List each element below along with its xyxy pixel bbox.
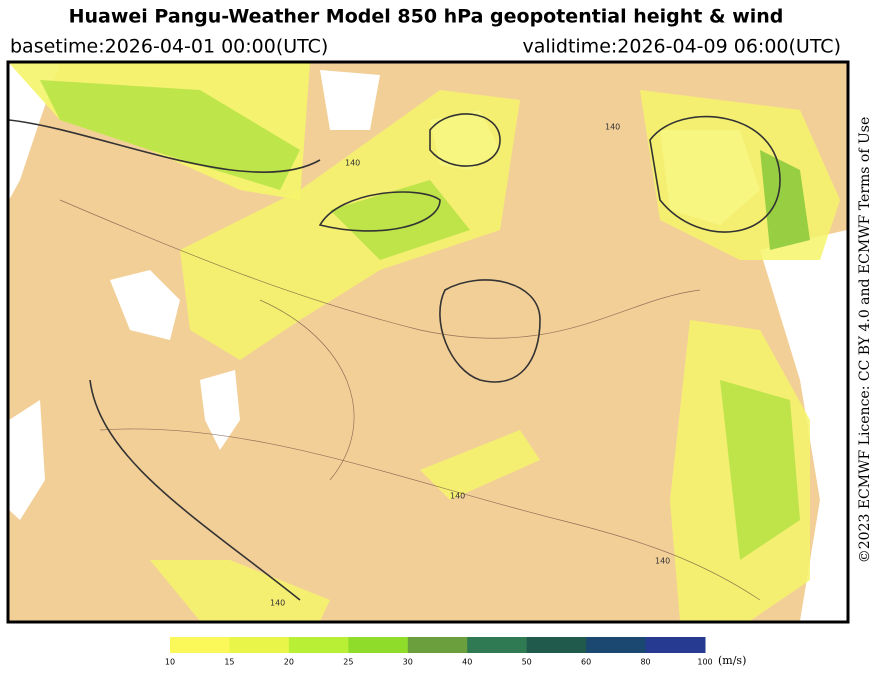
colorbar-unit: (m/s) — [718, 654, 746, 667]
colorbar-tick-label: 30 — [403, 658, 413, 667]
sea — [200, 370, 240, 450]
contour — [318, 191, 441, 232]
map-frame — [6, 60, 850, 624]
colorbar-segment — [170, 637, 230, 653]
wind-band — [420, 430, 540, 500]
colorbar-tick-label: 100 — [697, 658, 712, 667]
colorbar-tick-label: 20 — [284, 658, 294, 667]
colorbar-segment — [586, 637, 647, 653]
colorbar-tick-label: 80 — [640, 658, 650, 667]
contour — [649, 115, 781, 233]
contour-label: 140 — [655, 557, 670, 566]
colorbar-tick-label: 15 — [224, 658, 234, 667]
contour-label: 140 — [605, 123, 620, 132]
colorbar-tick-label: 50 — [522, 658, 532, 667]
wind-band — [150, 560, 330, 621]
basetime: basetime:2026-04-01 00:00(UTC) — [10, 36, 328, 58]
map: 140 140 140 140 140 — [6, 60, 850, 624]
contour — [9, 119, 321, 174]
contour-label: 140 — [270, 599, 285, 608]
wind-band — [40, 80, 300, 190]
contour — [259, 299, 355, 481]
licence: ©2023 ECMWF Licence: CC BY 4.0 and ECMWF… — [857, 117, 870, 564]
contour-label: 140 — [345, 159, 360, 168]
wind-band — [720, 380, 800, 560]
contour-label: 140 — [450, 492, 465, 501]
contour — [59, 199, 701, 339]
wind-band — [330, 180, 470, 260]
contour — [89, 379, 301, 601]
colorbar-tick-label: 25 — [343, 658, 353, 667]
sea — [9, 400, 45, 520]
colorbar-segment — [288, 637, 349, 653]
contour — [429, 113, 501, 167]
contour — [439, 279, 541, 383]
validtime: validtime:2026-04-09 06:00(UTC) — [522, 36, 841, 58]
sea — [320, 70, 380, 130]
colorbar-tick-label: 40 — [462, 658, 472, 667]
colorbar-segment — [229, 637, 290, 653]
colorbar-tick-label: 60 — [581, 658, 591, 667]
colorbar-segment — [407, 637, 468, 653]
sea — [110, 270, 180, 340]
colorbar: 10 15 20 25 30 40 50 60 80 100 — [165, 637, 713, 667]
sea — [760, 230, 847, 621]
title: Huawei Pangu-Weather Model 850 hPa geopo… — [69, 6, 784, 28]
wind-band — [760, 150, 810, 250]
contour — [99, 428, 761, 601]
colorbar-segment — [348, 637, 409, 653]
colorbar-segment — [645, 637, 706, 653]
colorbar-segment — [467, 637, 528, 653]
colorbar-segment — [526, 637, 587, 653]
colorbar-tick-label: 10 — [165, 658, 175, 667]
